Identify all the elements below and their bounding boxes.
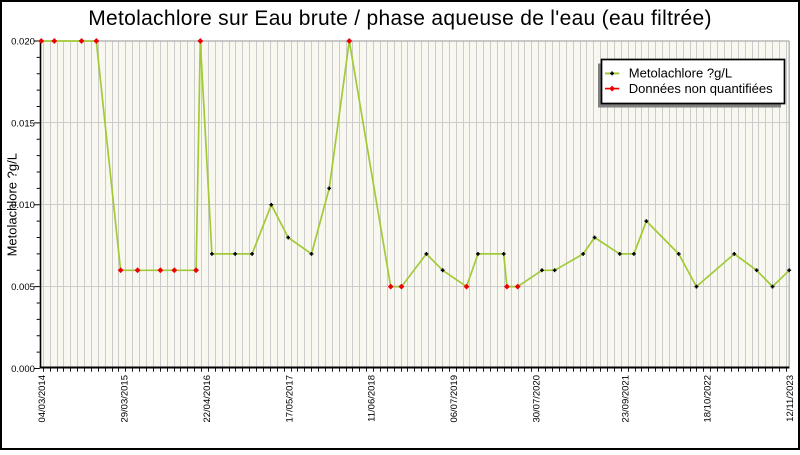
data-point-non-quantified <box>157 267 164 274</box>
chart-axis-labels-layer: 0.000 0.005 0.010 0.015 0.020 04/03/2014 29/03… <box>11 36 796 422</box>
data-point-quantified <box>552 268 557 273</box>
legend-label-non-quantified: Données non quantifiées <box>629 81 773 96</box>
data-point-quantified <box>476 251 480 256</box>
x-tick-label: 22/04/2016 <box>202 375 213 423</box>
data-point-quantified <box>309 251 314 256</box>
y-tick-label: 0.015 <box>11 118 35 129</box>
data-point-non-quantified <box>78 38 85 44</box>
data-point-non-quantified <box>197 38 204 44</box>
y-tick-label: 0.020 <box>11 36 35 47</box>
data-point-quantified <box>540 268 544 273</box>
data-point-quantified <box>210 251 214 256</box>
y-tick-label: 0.000 <box>11 364 35 375</box>
legend-box <box>600 58 786 105</box>
data-point-non-quantified <box>514 283 521 290</box>
x-tick-label: 04/03/2014 <box>37 375 48 423</box>
chart-title: Metolachlore sur Eau brute / phase aqueu… <box>88 7 712 30</box>
data-point-quantified <box>269 202 274 207</box>
data-point-non-quantified <box>171 267 178 274</box>
y-tick-label: 0.005 <box>11 282 35 293</box>
data-point-quantified <box>770 284 775 289</box>
data-point-non-quantified <box>134 267 141 274</box>
data-point-non-quantified <box>38 38 45 44</box>
data-point-quantified <box>286 235 291 240</box>
data-point-quantified <box>327 186 332 191</box>
x-tick-label: 18/10/2022 <box>703 375 714 423</box>
data-point-quantified <box>233 251 238 256</box>
data-point-non-quantified <box>51 38 58 44</box>
data-point-quantified <box>787 268 792 273</box>
data-point-quantified <box>424 251 429 256</box>
x-tick-label: 30/07/2020 <box>532 375 543 423</box>
data-point-quantified <box>501 251 506 256</box>
data-point-quantified <box>754 268 759 273</box>
data-point-quantified <box>694 284 699 289</box>
data-point-non-quantified <box>463 283 470 290</box>
chart-axes-layer <box>34 40 790 372</box>
legend-marker-quantified <box>610 71 614 76</box>
x-tick-label: 06/07/2019 <box>449 375 460 423</box>
y-axis-title: Metolachlore ?g/L <box>5 153 20 256</box>
x-tick-label: 12/11/2023 <box>785 375 796 422</box>
data-point-non-quantified <box>503 283 510 290</box>
x-tick-label: 29/03/2015 <box>120 375 131 423</box>
data-point-non-quantified <box>193 267 200 274</box>
data-point-non-quantified <box>398 283 405 290</box>
chart-title-group: Metolachlore ?g/L Metolachlore sur Eau br… <box>5 7 712 256</box>
x-tick-label: 23/09/2021 <box>620 375 631 423</box>
data-point-quantified <box>732 251 737 256</box>
series-line-metolachlore <box>41 40 790 288</box>
data-point-quantified <box>617 251 622 256</box>
data-point-quantified <box>676 251 681 256</box>
x-tick-label: 17/05/2017 <box>284 375 295 423</box>
data-point-quantified <box>592 235 597 240</box>
data-point-non-quantified <box>93 38 100 44</box>
legend-label-metolachlore: Metolachlore ?g/L <box>629 66 732 81</box>
data-point-non-quantified <box>346 38 353 44</box>
data-point-quantified <box>440 268 445 273</box>
chart-series-layer <box>38 38 792 290</box>
y-tick-label: 0.010 <box>11 200 35 211</box>
data-point-quantified <box>581 251 586 256</box>
data-point-non-quantified <box>387 283 394 290</box>
data-point-quantified <box>644 219 649 224</box>
data-point-non-quantified <box>117 267 124 274</box>
data-point-quantified <box>250 251 254 256</box>
legend-marker-non-quantified <box>609 85 616 92</box>
data-point-quantified <box>631 251 636 256</box>
x-tick-label: 11/06/2018 <box>367 375 378 422</box>
